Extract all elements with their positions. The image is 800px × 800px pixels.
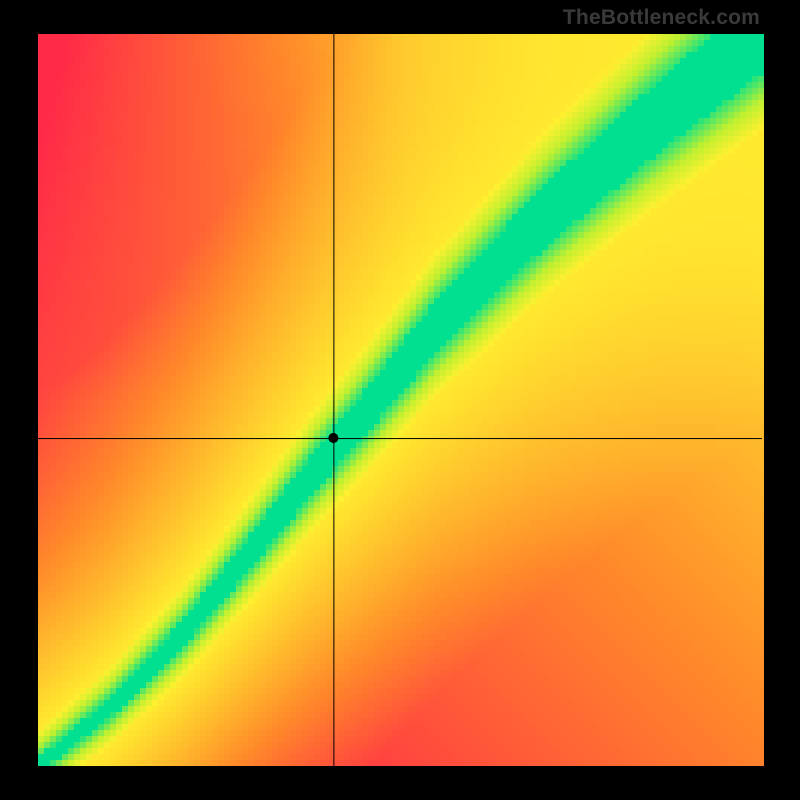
heatmap-canvas (0, 0, 800, 800)
watermark-text: TheBottleneck.com (563, 6, 760, 30)
